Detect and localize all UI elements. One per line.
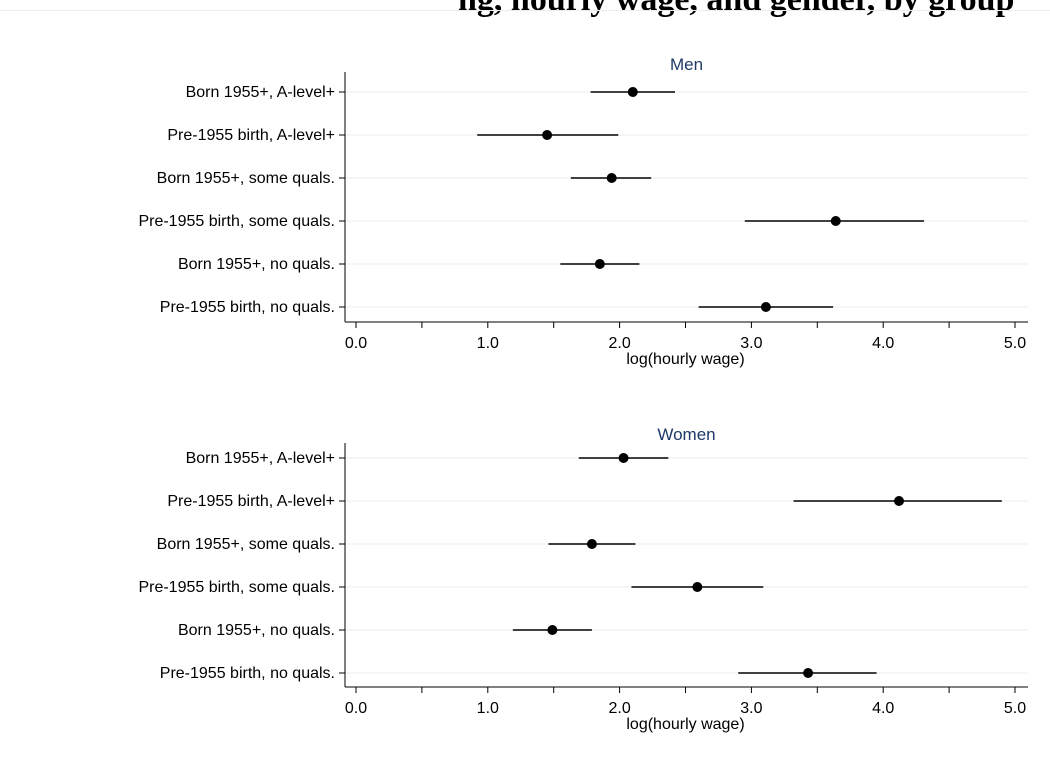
category-label: Born 1955+, A-level+ [186,84,335,101]
category-label: Born 1955+, A-level+ [186,450,335,467]
data-point [586,539,597,549]
panel-title-women: Women [657,425,715,444]
x-tick-label: 2.0 [608,700,630,717]
data-point [830,216,841,226]
x-tick-label: 3.0 [740,335,762,352]
category-label: Born 1955+, some quals. [157,536,335,553]
chart-title: ng, hourly wage, and gender, by group [458,0,1014,19]
category-label: Pre-1955 birth, A-level+ [167,127,335,144]
category-label: Born 1955+, some quals. [157,170,335,187]
title-divider [0,10,1050,11]
x-tick-label: 5.0 [1004,335,1026,352]
data-point [542,130,553,140]
category-label: Pre-1955 birth, no quals. [160,299,335,316]
data-point [894,496,905,506]
x-axis-title: log(hourly wage) [626,716,744,733]
data-point [606,173,617,183]
x-tick-label: 5.0 [1004,700,1026,717]
x-tick-label: 4.0 [872,335,894,352]
data-point [618,453,629,463]
x-tick-label: 0.0 [345,700,367,717]
x-tick-label: 2.0 [608,335,630,352]
panel-title-men: Men [670,55,703,74]
x-tick-label: 1.0 [477,700,499,717]
x-tick-label: 0.0 [345,335,367,352]
chart-title-strip: ng, hourly wage, and gender, by group [0,0,1050,40]
x-tick-label: 4.0 [872,700,894,717]
x-axis-title: log(hourly wage) [626,351,744,368]
x-tick-label: 1.0 [477,335,499,352]
data-point [627,87,638,97]
data-point [760,302,771,312]
category-label: Pre-1955 birth, some quals. [138,213,335,230]
data-point [594,259,605,269]
category-label: Pre-1955 birth, A-level+ [167,493,335,510]
category-label: Pre-1955 birth, no quals. [160,665,335,682]
category-label: Pre-1955 birth, some quals. [138,579,335,596]
data-point [692,582,703,592]
data-point [547,625,558,635]
category-label: Born 1955+, no quals. [178,256,335,273]
x-tick-label: 3.0 [740,700,762,717]
data-point [803,668,814,678]
category-label: Born 1955+, no quals. [178,622,335,639]
